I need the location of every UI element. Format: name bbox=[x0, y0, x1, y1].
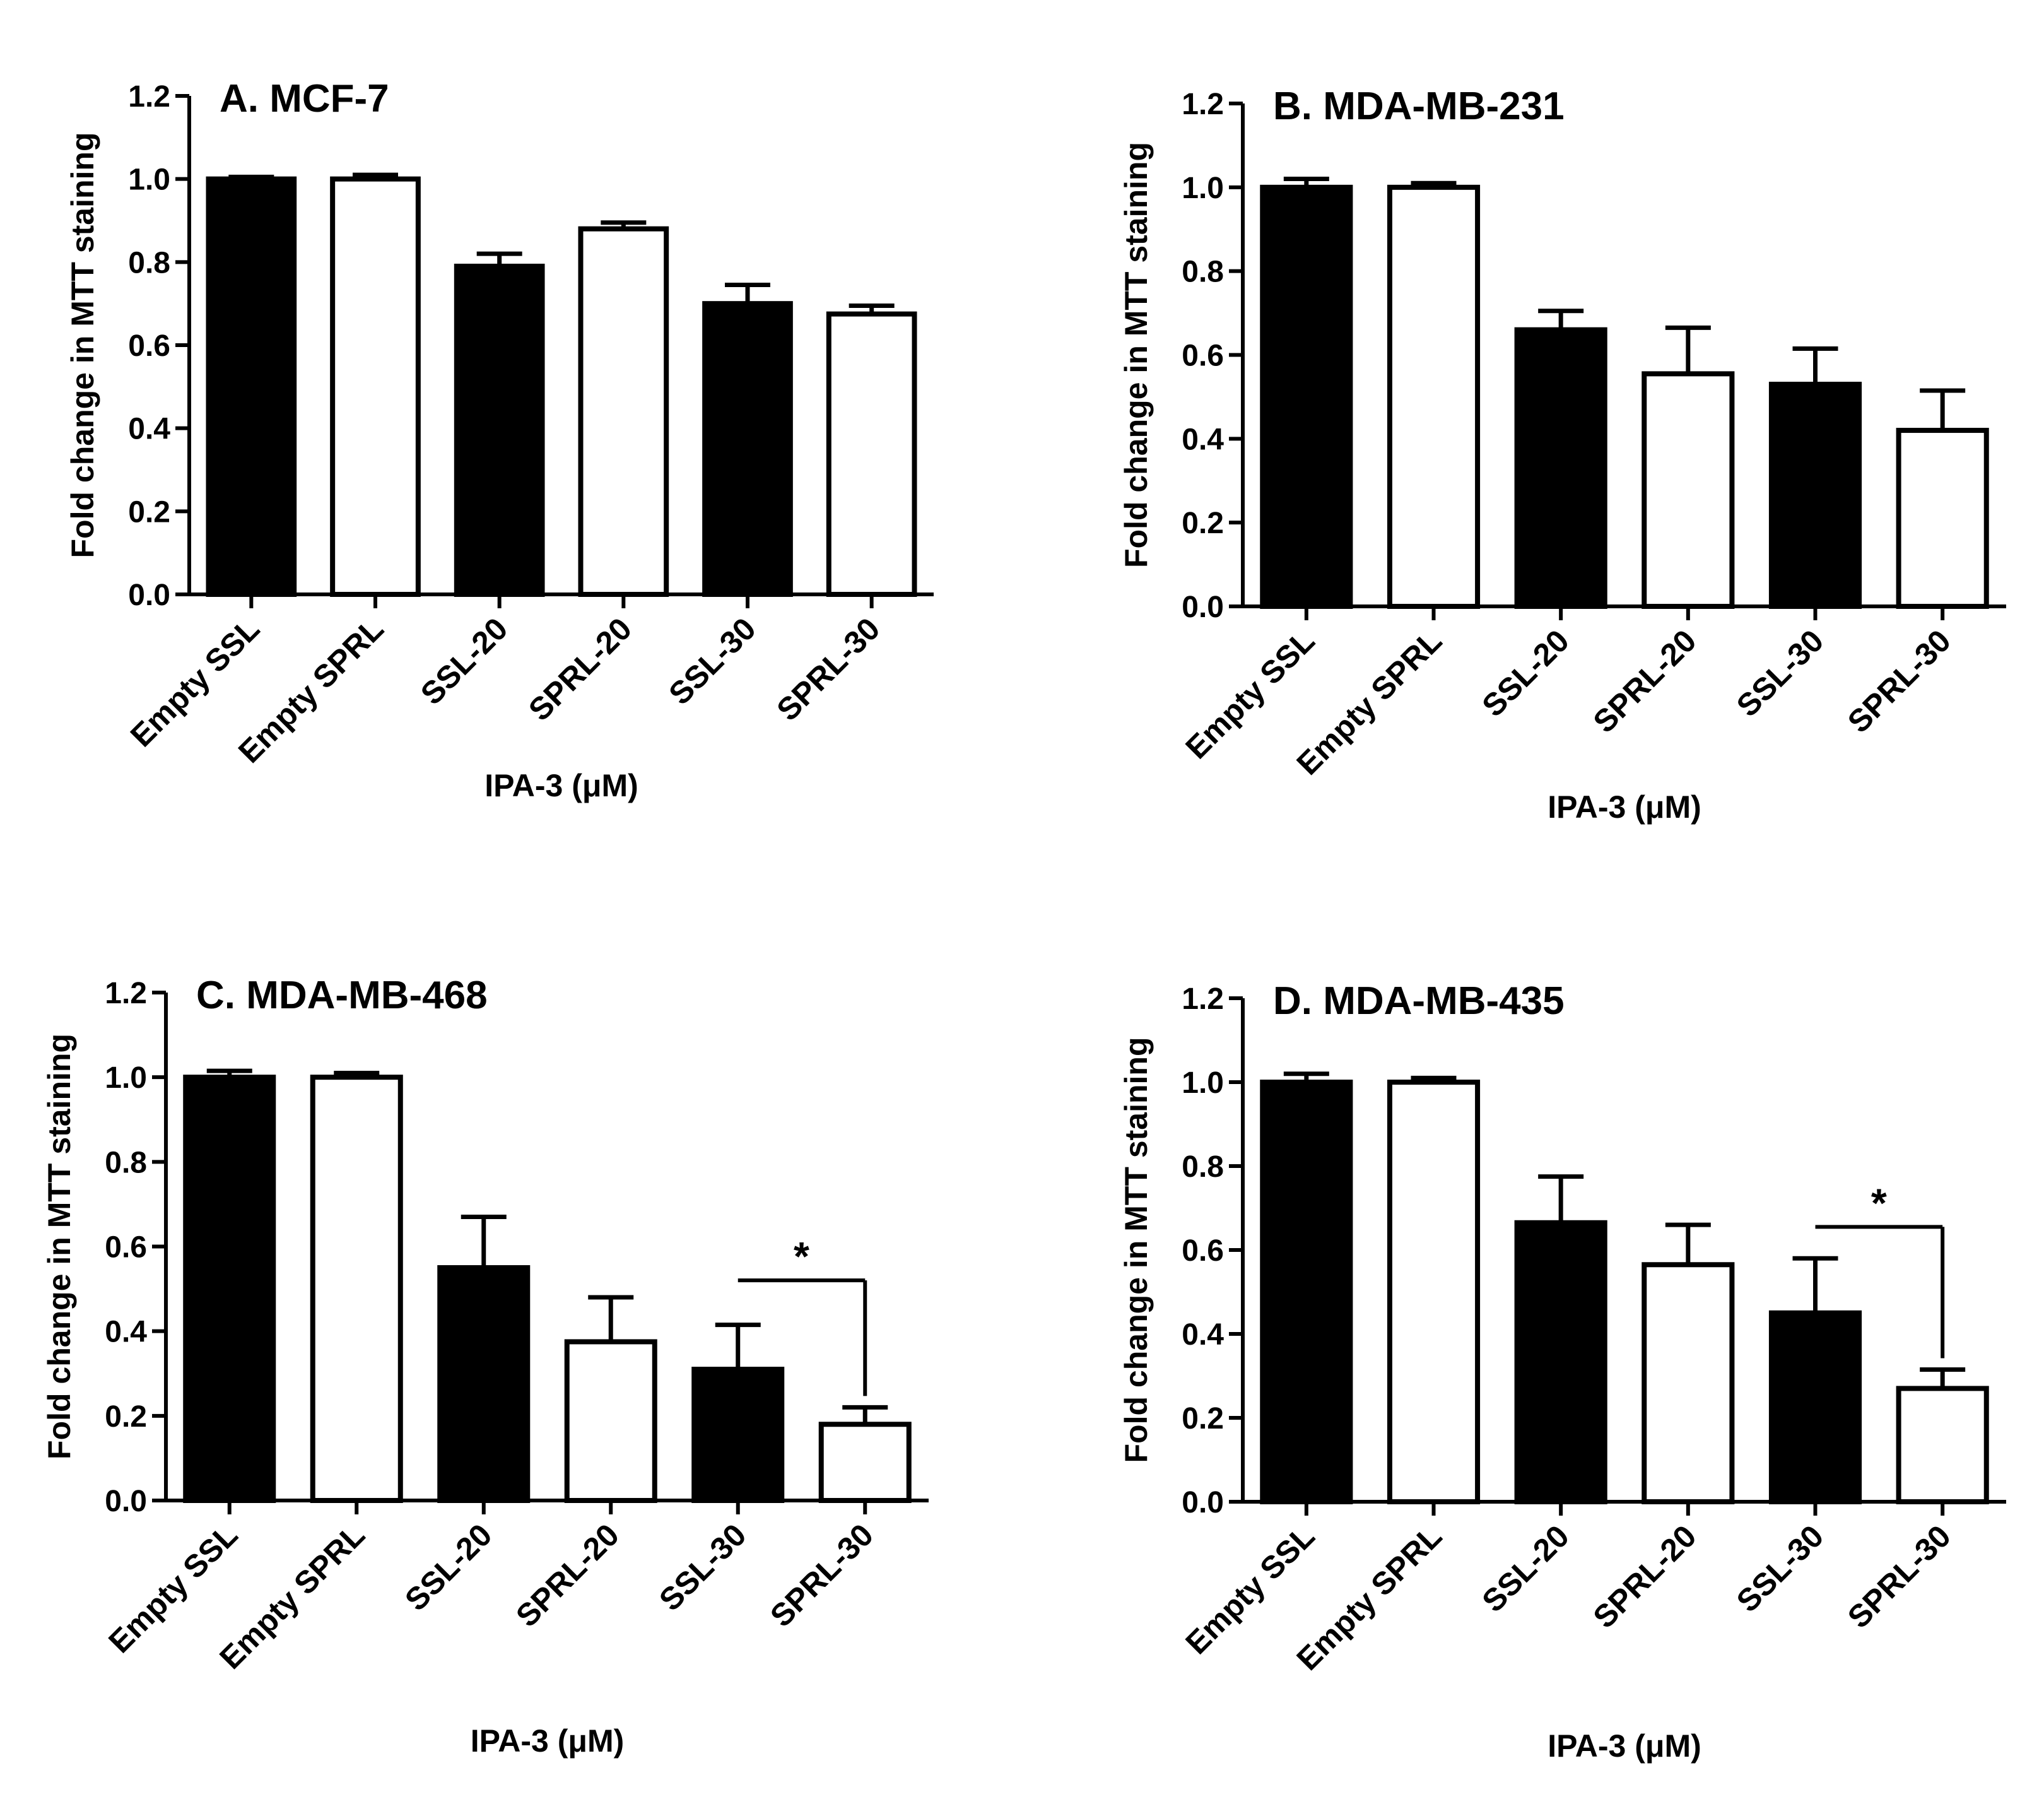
bar bbox=[691, 1367, 785, 1504]
panel-d-mda-mb-435: D. MDA-MB-435 Fold change in MTT staining… bbox=[1119, 979, 2006, 1764]
bar bbox=[818, 1422, 912, 1503]
y-tick-label: 0.0 bbox=[128, 579, 170, 612]
y-tick-label: 0.4 bbox=[128, 413, 170, 446]
significance-marker: * bbox=[1871, 1180, 1887, 1225]
y-tick-label: 0.2 bbox=[105, 1400, 147, 1434]
bar bbox=[1387, 1080, 1481, 1504]
bar bbox=[1768, 1310, 1862, 1504]
x-tick-label: SPRL-20 bbox=[1587, 1518, 1703, 1635]
panel-a-mcf7: A. MCF-7 Fold change in MTT staining IPA-3… bbox=[65, 77, 934, 803]
x-tick-label: SSL-30 bbox=[662, 611, 762, 711]
bar bbox=[183, 1075, 276, 1503]
bar bbox=[1260, 1080, 1353, 1504]
y-tick-label: 0.8 bbox=[105, 1146, 147, 1179]
y-tick-label: 0.6 bbox=[105, 1231, 147, 1265]
y-tick-label: 0.6 bbox=[1182, 339, 1224, 373]
panel-b-mda-mb-231: B. MDA-MB-231 Fold change in MTT staining… bbox=[1119, 85, 2006, 825]
y-tick-label: 1.0 bbox=[1182, 172, 1224, 205]
x-tick-label: Empty SSL bbox=[102, 1517, 244, 1660]
bar bbox=[1896, 1386, 1989, 1504]
y-tick-label: 1.2 bbox=[1182, 982, 1224, 1016]
y-tick-label: 0.0 bbox=[1182, 1486, 1224, 1519]
bar bbox=[826, 311, 917, 597]
bar bbox=[1768, 381, 1862, 609]
y-tick-label: 0.4 bbox=[1182, 423, 1224, 456]
y-tick-label: 1.2 bbox=[105, 977, 147, 1010]
significance-marker: * bbox=[794, 1234, 809, 1279]
y-tick-label: 0.2 bbox=[1182, 507, 1224, 540]
y-tick-label: 0.6 bbox=[128, 329, 170, 363]
y-tick-label: 1.0 bbox=[128, 163, 170, 197]
panel-c-mda-mb-468: C. MDA-MB-468 Fold change in MTT staining… bbox=[42, 974, 929, 1759]
y-tick-label: 0.0 bbox=[1182, 591, 1224, 624]
y-tick-label: 0.4 bbox=[105, 1316, 147, 1349]
x-axis-label: IPA-3 (μM) bbox=[471, 1723, 625, 1759]
y-tick-label: 1.2 bbox=[1182, 88, 1224, 121]
x-tick-label: SSL-20 bbox=[1475, 623, 1575, 723]
x-tick-label: Empty SSL bbox=[1178, 1518, 1321, 1661]
x-tick-label: SPRL-30 bbox=[1841, 623, 1958, 740]
chart-title: C. MDA-MB-468 bbox=[196, 974, 488, 1017]
y-tick-label: 0.8 bbox=[128, 246, 170, 280]
bar bbox=[454, 263, 545, 597]
y-axis-label: Fold change in MTT staining bbox=[1119, 1037, 1154, 1463]
y-tick-label: 0.2 bbox=[1182, 1402, 1224, 1436]
bar bbox=[564, 1339, 657, 1503]
y-tick-label: 0.6 bbox=[1182, 1234, 1224, 1268]
bar bbox=[206, 176, 297, 597]
y-tick-label: 0.0 bbox=[105, 1485, 147, 1518]
x-tick-label: SPRL-30 bbox=[770, 611, 886, 728]
bar bbox=[578, 226, 669, 597]
y-axis-label: Fold change in MTT staining bbox=[65, 133, 100, 558]
y-tick-label: 1.0 bbox=[1182, 1066, 1224, 1100]
chart-title: B. MDA-MB-231 bbox=[1273, 85, 1565, 128]
x-tick-label: SSL-30 bbox=[1730, 623, 1830, 723]
y-tick-label: 0.8 bbox=[1182, 256, 1224, 289]
x-tick-label: SSL-30 bbox=[1730, 1518, 1830, 1618]
y-tick-label: 1.0 bbox=[105, 1061, 147, 1095]
y-axis-label: Fold change in MTT staining bbox=[1119, 142, 1154, 568]
x-tick-label: SPRL-30 bbox=[763, 1517, 880, 1634]
y-tick-label: 0.2 bbox=[128, 495, 170, 529]
bar bbox=[1387, 184, 1481, 610]
chart-title: D. MDA-MB-435 bbox=[1273, 979, 1565, 1023]
y-tick-label: 1.2 bbox=[128, 80, 170, 114]
bar bbox=[1514, 327, 1607, 610]
x-tick-label: SPRL-20 bbox=[1587, 623, 1703, 740]
x-axis-label: IPA-3 (μM) bbox=[1548, 1728, 1701, 1764]
bar bbox=[330, 176, 421, 597]
x-tick-label: SSL-30 bbox=[652, 1517, 753, 1617]
bar bbox=[1642, 371, 1735, 609]
x-tick-label: Empty SSL bbox=[1178, 623, 1321, 765]
chart-title: A. MCF-7 bbox=[220, 77, 389, 121]
bar bbox=[1896, 428, 1989, 609]
bar bbox=[1642, 1262, 1735, 1505]
x-tick-label: SSL-20 bbox=[414, 611, 514, 711]
x-tick-label: SPRL-20 bbox=[522, 611, 638, 728]
x-axis-label: IPA-3 (μM) bbox=[1548, 789, 1701, 825]
bar bbox=[310, 1075, 403, 1503]
y-tick-label: 0.8 bbox=[1182, 1150, 1224, 1184]
x-tick-label: SPRL-20 bbox=[509, 1517, 626, 1634]
bar bbox=[1514, 1220, 1607, 1505]
y-tick-label: 0.4 bbox=[1182, 1318, 1224, 1352]
bar bbox=[702, 301, 793, 597]
y-axis-label: Fold change in MTT staining bbox=[42, 1034, 77, 1459]
x-axis-label: IPA-3 (μM) bbox=[485, 768, 638, 803]
x-tick-label: SPRL-30 bbox=[1841, 1518, 1958, 1635]
bar bbox=[1260, 184, 1353, 610]
x-tick-label: SSL-20 bbox=[1475, 1518, 1575, 1618]
x-tick-label: SSL-20 bbox=[398, 1517, 498, 1617]
bar bbox=[437, 1265, 531, 1503]
